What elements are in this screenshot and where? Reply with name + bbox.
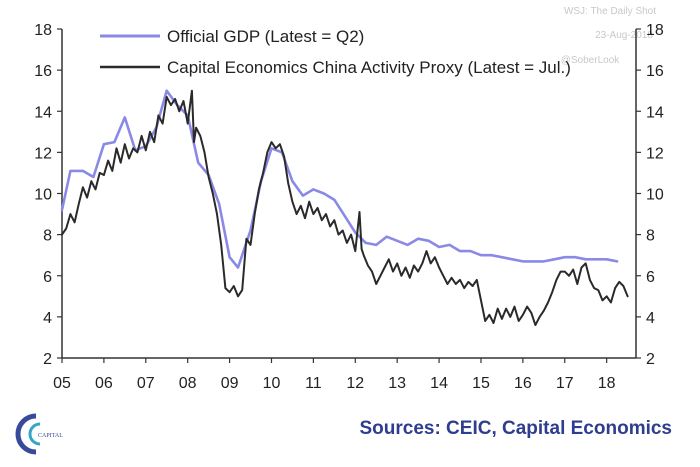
- y-tick-label-right: 18: [646, 22, 664, 39]
- source-note: Sources: CEIC, Capital Economics: [359, 418, 672, 439]
- series-layer: [60, 89, 629, 327]
- logo-label: CAPITAL: [38, 433, 63, 439]
- x-tick-label: 14: [430, 375, 448, 392]
- y-tick-label-left: 18: [34, 22, 52, 39]
- x-tick-label: 13: [388, 375, 406, 392]
- y-tick-label-right: 2: [646, 351, 655, 368]
- watermark-line-3: @SoberLook: [561, 55, 621, 66]
- y-tick-label-right: 10: [646, 187, 664, 204]
- x-tick-label: 05: [53, 375, 71, 392]
- watermark-line-2: 23-Aug-2018: [595, 30, 653, 41]
- y-tick-label-left: 2: [43, 351, 52, 368]
- y-tick-label-right: 16: [646, 63, 664, 80]
- x-tick-label: 12: [346, 375, 364, 392]
- y-tick-label-left: 6: [43, 269, 52, 286]
- x-tick-label: 18: [598, 375, 616, 392]
- series-line-gdp: [60, 89, 619, 269]
- legend-label-gdp: Official GDP (Latest = Q2): [167, 27, 364, 46]
- y-tick-label-left: 4: [43, 310, 52, 327]
- logo-arc-icon: [15, 413, 37, 455]
- watermark: WSJ: The Daily Shot 23-Aug-2018 @SoberLo…: [561, 6, 657, 66]
- x-tick-label: 09: [221, 375, 239, 392]
- legend: Official GDP (Latest = Q2) Capital Econo…: [100, 27, 571, 77]
- y-tick-label-right: 14: [646, 104, 664, 121]
- x-tick-label: 16: [514, 375, 532, 392]
- y-tick-label-right: 12: [646, 145, 664, 162]
- legend-label-proxy: Capital Economics China Activity Proxy (…: [167, 58, 571, 77]
- capital-economics-logo: CAPITAL: [15, 413, 63, 455]
- y-tick-label-right: 4: [646, 310, 655, 327]
- logo-inner-arc-icon: [28, 422, 41, 446]
- x-tick-label: 06: [95, 375, 113, 392]
- x-tick-label: 17: [556, 375, 574, 392]
- axes: 2 2 4 4 6 6 8 8 10 10 12 12 14 14 16 16 18 18 05 06 07 08 09 10…: [34, 22, 664, 392]
- series-line-proxy: [61, 89, 629, 327]
- x-tick-label: 15: [472, 375, 490, 392]
- y-tick-label-left: 12: [34, 145, 52, 162]
- y-tick-label-right: 6: [646, 269, 655, 286]
- watermark-line-1: WSJ: The Daily Shot: [564, 6, 656, 17]
- y-tick-label-left: 10: [34, 187, 52, 204]
- y-tick-label-left: 8: [43, 228, 52, 245]
- y-tick-label-left: 14: [34, 104, 52, 121]
- y-tick-label-right: 8: [646, 228, 655, 245]
- x-tick-label: 11: [305, 375, 322, 392]
- x-tick-label: 08: [179, 375, 197, 392]
- x-tick-label: 07: [137, 375, 155, 392]
- x-tick-label: 10: [263, 375, 281, 392]
- y-tick-label-left: 16: [34, 63, 52, 80]
